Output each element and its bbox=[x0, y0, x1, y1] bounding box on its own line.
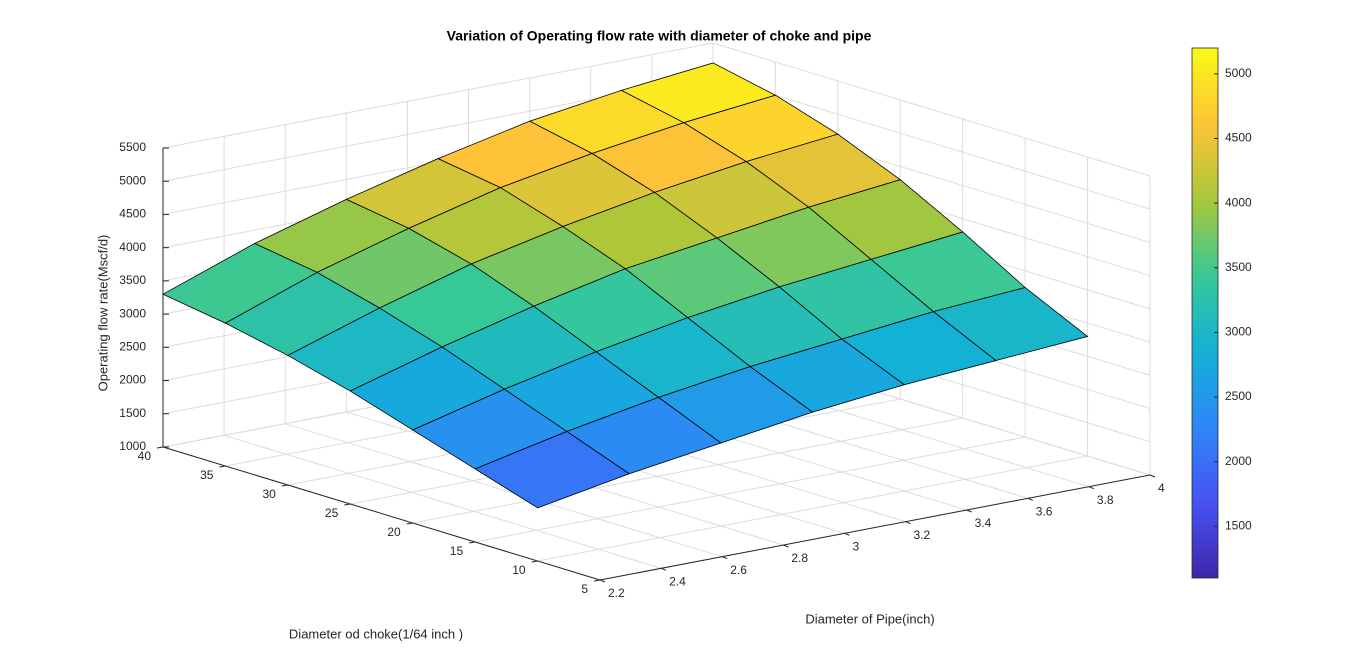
x-tick-label: 2.2 bbox=[608, 586, 625, 600]
x-tick bbox=[1027, 497, 1033, 501]
x-tick-label: 4 bbox=[1158, 481, 1165, 495]
grid-line bbox=[412, 417, 963, 524]
y-tick bbox=[344, 503, 351, 506]
x-tick-label: 2.8 bbox=[791, 551, 808, 565]
x-tick-label: 3.2 bbox=[914, 528, 931, 542]
colorbar-tick-label: 4500 bbox=[1225, 131, 1252, 145]
grid-line bbox=[223, 434, 662, 569]
colorbar-tick-label: 3500 bbox=[1225, 260, 1252, 274]
y-tick-label: 25 bbox=[325, 506, 339, 520]
z-tick-label: 3500 bbox=[119, 273, 146, 287]
grid-line bbox=[712, 75, 1151, 210]
colorbar bbox=[1191, 47, 1219, 579]
z-tick-label: 4000 bbox=[119, 240, 146, 254]
x-tick-label: 3 bbox=[852, 540, 859, 554]
x-tick bbox=[905, 521, 911, 525]
x-tick bbox=[722, 556, 728, 560]
z-tick-label: 1000 bbox=[119, 439, 146, 453]
y-tick bbox=[406, 522, 413, 525]
grid-line bbox=[537, 455, 1088, 562]
y-tick-label: 5 bbox=[581, 582, 588, 596]
colorbar-tick-label: 4000 bbox=[1225, 195, 1252, 209]
colorbar-tick-label: 2500 bbox=[1225, 389, 1252, 403]
colorbar-tick-label: 3000 bbox=[1225, 325, 1252, 339]
x-tick bbox=[660, 567, 667, 571]
y-tick-label: 30 bbox=[262, 487, 276, 501]
y-tick bbox=[469, 541, 476, 544]
y-tick-label: 15 bbox=[450, 544, 464, 558]
y-tick bbox=[531, 560, 538, 563]
x-tick bbox=[1088, 486, 1095, 490]
y-tick bbox=[156, 446, 164, 449]
y-tick-label: 10 bbox=[512, 563, 526, 577]
z-tick-label: 2500 bbox=[119, 340, 146, 354]
z-tick-label: 2000 bbox=[119, 373, 146, 387]
z-tick-label: 3000 bbox=[119, 306, 146, 320]
x-tick bbox=[599, 579, 606, 583]
z-axis-label: Operating flow rate(Mscf/d) bbox=[95, 235, 110, 392]
x-tick-label: 3.4 bbox=[975, 516, 992, 530]
grid-line bbox=[475, 436, 1026, 543]
x-tick bbox=[783, 544, 789, 548]
grid-line bbox=[285, 423, 723, 558]
colorbar-tick-label: 5000 bbox=[1225, 66, 1252, 80]
x-axis-label: Diameter of Pipe(inch) bbox=[805, 611, 934, 626]
x-tick bbox=[1149, 474, 1156, 478]
x-tick-label: 2.6 bbox=[730, 563, 747, 577]
surface-patch bbox=[474, 431, 631, 509]
y-axis-label: Diameter od choke(1/64 inch ) bbox=[289, 626, 463, 641]
x-tick-label: 3.8 bbox=[1097, 493, 1114, 507]
x-tick bbox=[966, 509, 972, 513]
y-tick bbox=[593, 579, 601, 582]
z-tick-label: 5500 bbox=[119, 140, 146, 154]
x-tick bbox=[844, 532, 850, 536]
y-tick bbox=[219, 465, 226, 468]
chart-title: Variation of Operating flow rate with di… bbox=[447, 28, 872, 44]
z-tick-label: 5000 bbox=[119, 173, 146, 187]
grid-line bbox=[162, 42, 714, 149]
z-tick-label: 4500 bbox=[119, 207, 146, 221]
colorbar-tick-label: 2000 bbox=[1225, 454, 1252, 468]
colorbar-tick-label: 1500 bbox=[1225, 518, 1252, 532]
y-axis bbox=[162, 446, 601, 581]
z-tick-label: 1500 bbox=[119, 406, 146, 420]
y-tick bbox=[281, 484, 288, 487]
y-tick-label: 35 bbox=[200, 468, 214, 482]
y-tick-label: 40 bbox=[138, 449, 152, 463]
y-tick-label: 20 bbox=[387, 525, 401, 539]
x-tick-label: 2.4 bbox=[669, 575, 686, 589]
x-axis bbox=[599, 474, 1151, 581]
grid-line bbox=[712, 42, 1151, 177]
x-tick-label: 3.6 bbox=[1036, 505, 1053, 519]
